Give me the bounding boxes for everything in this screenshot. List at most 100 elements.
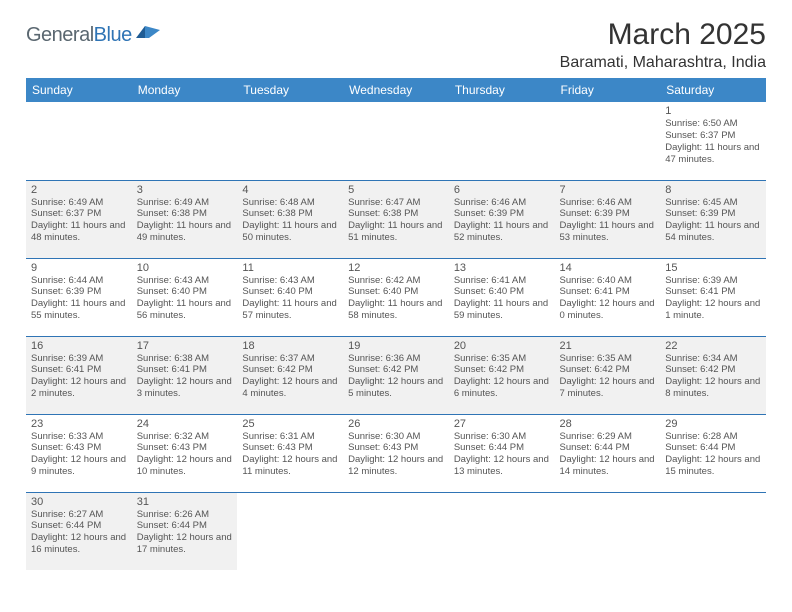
sunset-line: Sunset: 6:40 PM: [137, 286, 233, 298]
sunrise-line: Sunrise: 6:47 AM: [348, 197, 444, 209]
sunset-line: Sunset: 6:37 PM: [665, 130, 761, 142]
calendar-empty-cell: [343, 102, 449, 180]
daylight-line: Daylight: 12 hours and 14 minutes.: [560, 454, 656, 478]
calendar-empty-cell: [449, 102, 555, 180]
day-number: 25: [242, 418, 338, 430]
logo: GeneralBlue: [26, 24, 162, 47]
sunset-line: Sunset: 6:38 PM: [242, 208, 338, 220]
sunrise-line: Sunrise: 6:42 AM: [348, 275, 444, 287]
sunrise-line: Sunrise: 6:46 AM: [454, 197, 550, 209]
calendar-week-row: 16Sunrise: 6:39 AM Sunset: 6:41 PM Dayligh…: [26, 336, 766, 414]
sunrise-line: Sunrise: 6:35 AM: [454, 353, 550, 365]
sunset-line: Sunset: 6:40 PM: [348, 286, 444, 298]
sunset-line: Sunset: 6:39 PM: [665, 208, 761, 220]
calendar-day-cell: 3Sunrise: 6:49 AMSunset: 6:38 PMDaylight…: [132, 180, 238, 258]
daylight-line: Daylight: 11 hours and 49 minutes.: [137, 220, 233, 244]
sunrise-line: Sunrise: 6:48 AM: [242, 197, 338, 209]
daylight-line: Daylight: 12 hours and 9 minutes.: [31, 454, 127, 478]
day-number: 27: [454, 418, 550, 430]
sunrise-line: Sunrise: 6:39 AM: [665, 275, 761, 287]
sunrise-line: Sunrise: 6:36 AM: [348, 353, 444, 365]
calendar-day-cell: 31Sunrise: 6:26 AMSunset: 6:44 PMDayligh…: [132, 492, 238, 570]
day-number: 30: [31, 496, 127, 508]
sunset-line: Sunset: 6:38 PM: [137, 208, 233, 220]
day-number: 12: [348, 262, 444, 274]
calendar-day-cell: 29Sunrise: 6:28 AMSunset: 6:44 PMDayligh…: [660, 414, 766, 492]
daylight-line: Daylight: 12 hours and 10 minutes.: [137, 454, 233, 478]
daylight-line: Daylight: 12 hours and 1 minute.: [665, 298, 761, 322]
sunrise-line: Sunrise: 6:32 AM: [137, 431, 233, 443]
calendar-day-cell: 23Sunrise: 6:33 AMSunset: 6:43 PMDayligh…: [26, 414, 132, 492]
weekday-header: Tuesday: [237, 78, 343, 102]
day-number: 20: [454, 340, 550, 352]
sunset-line: Sunset: 6:42 PM: [560, 364, 656, 376]
sunset-line: Sunset: 6:42 PM: [242, 364, 338, 376]
daylight-line: Daylight: 11 hours and 54 minutes.: [665, 220, 761, 244]
sunset-line: Sunset: 6:44 PM: [454, 442, 550, 454]
logo-flag-icon: [136, 24, 162, 47]
day-number: 1: [665, 105, 761, 117]
sunrise-line: Sunrise: 6:50 AM: [665, 118, 761, 130]
sunrise-line: Sunrise: 6:39 AM: [31, 353, 127, 365]
sunrise-line: Sunrise: 6:33 AM: [31, 431, 127, 443]
daylight-line: Daylight: 11 hours and 52 minutes.: [454, 220, 550, 244]
day-number: 7: [560, 184, 656, 196]
sunrise-line: Sunrise: 6:43 AM: [242, 275, 338, 287]
day-number: 23: [31, 418, 127, 430]
calendar-day-cell: 20Sunrise: 6:35 AMSunset: 6:42 PMDayligh…: [449, 336, 555, 414]
day-number: 2: [31, 184, 127, 196]
weekday-header-row: SundayMondayTuesdayWednesdayThursdayFrid…: [26, 78, 766, 102]
sunset-line: Sunset: 6:41 PM: [137, 364, 233, 376]
month-title: March 2025: [560, 18, 766, 52]
sunset-line: Sunset: 6:42 PM: [454, 364, 550, 376]
sunrise-line: Sunrise: 6:31 AM: [242, 431, 338, 443]
day-number: 16: [31, 340, 127, 352]
calendar-day-cell: 7Sunrise: 6:46 AMSunset: 6:39 PMDaylight…: [555, 180, 661, 258]
calendar-week-row: 30Sunrise: 6:27 AMSunset: 6:44 PMDayligh…: [26, 492, 766, 570]
calendar-day-cell: 27Sunrise: 6:30 AMSunset: 6:44 PMDayligh…: [449, 414, 555, 492]
weekday-header: Monday: [132, 78, 238, 102]
sunset-line: Sunset: 6:44 PM: [665, 442, 761, 454]
calendar-day-cell: 1Sunrise: 6:50 AMSunset: 6:37 PMDaylight…: [660, 102, 766, 180]
weekday-header: Sunday: [26, 78, 132, 102]
sunset-line: Sunset: 6:40 PM: [454, 286, 550, 298]
weekday-header: Wednesday: [343, 78, 449, 102]
calendar-day-cell: 6Sunrise: 6:46 AMSunset: 6:39 PMDaylight…: [449, 180, 555, 258]
daylight-line: Daylight: 12 hours and 0 minutes.: [560, 298, 656, 322]
day-number: 29: [665, 418, 761, 430]
calendar-day-cell: 8Sunrise: 6:45 AMSunset: 6:39 PMDaylight…: [660, 180, 766, 258]
sunrise-line: Sunrise: 6:46 AM: [560, 197, 656, 209]
sunset-line: Sunset: 6:41 PM: [560, 286, 656, 298]
sunrise-line: Sunrise: 6:45 AM: [665, 197, 761, 209]
day-number: 21: [560, 340, 656, 352]
sunset-line: Sunset: 6:40 PM: [242, 286, 338, 298]
sunset-line: Sunset: 6:42 PM: [348, 364, 444, 376]
calendar-empty-cell: [132, 102, 238, 180]
calendar-empty-cell: [555, 492, 661, 570]
logo-text-blue: Blue: [94, 24, 132, 47]
logo-text-general: General: [26, 24, 94, 47]
calendar-day-cell: 11Sunrise: 6:43 AMSunset: 6:40 PMDayligh…: [237, 258, 343, 336]
sunrise-line: Sunrise: 6:30 AM: [454, 431, 550, 443]
daylight-line: Daylight: 12 hours and 5 minutes.: [348, 376, 444, 400]
sunset-line: Sunset: 6:44 PM: [560, 442, 656, 454]
calendar-day-cell: 9Sunrise: 6:44 AMSunset: 6:39 PMDaylight…: [26, 258, 132, 336]
daylight-line: Daylight: 12 hours and 6 minutes.: [454, 376, 550, 400]
calendar-day-cell: 28Sunrise: 6:29 AMSunset: 6:44 PMDayligh…: [555, 414, 661, 492]
sunset-line: Sunset: 6:44 PM: [137, 520, 233, 532]
sunrise-line: Sunrise: 6:30 AM: [348, 431, 444, 443]
day-number: 10: [137, 262, 233, 274]
day-number: 19: [348, 340, 444, 352]
sunrise-line: Sunrise: 6:49 AM: [137, 197, 233, 209]
daylight-line: Daylight: 12 hours and 16 minutes.: [31, 532, 127, 556]
daylight-line: Daylight: 11 hours and 57 minutes.: [242, 298, 338, 322]
calendar-day-cell: 24Sunrise: 6:32 AMSunset: 6:43 PMDayligh…: [132, 414, 238, 492]
sunrise-line: Sunrise: 6:34 AM: [665, 353, 761, 365]
day-number: 28: [560, 418, 656, 430]
sunset-line: Sunset: 6:44 PM: [31, 520, 127, 532]
daylight-line: Daylight: 12 hours and 8 minutes.: [665, 376, 761, 400]
calendar-empty-cell: [343, 492, 449, 570]
day-number: 22: [665, 340, 761, 352]
calendar-empty-cell: [449, 492, 555, 570]
day-number: 8: [665, 184, 761, 196]
